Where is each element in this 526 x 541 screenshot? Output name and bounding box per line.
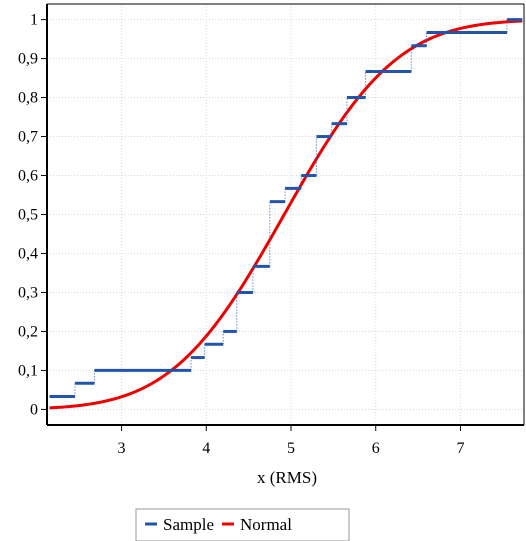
legend-label-sample: Sample (163, 515, 214, 534)
y-tick-label: 0,3 (18, 284, 38, 301)
x-tick-label: 3 (118, 440, 126, 457)
y-tick-label: 0,8 (18, 90, 38, 107)
y-tick-label: 1 (30, 12, 38, 29)
tick-labels: 3 4 5 6 7 0 0,1 0,2 0,3 0,4 0,5 0,6 0,7 0,8 0,9 1 (18, 12, 464, 457)
x-tick-label: 6 (372, 440, 380, 457)
grid-lines (47, 4, 524, 425)
y-tick-label: 0,4 (18, 245, 38, 262)
normal-series (49, 19, 523, 410)
y-tick-label: 0,1 (18, 362, 38, 379)
x-tick-label: 4 (202, 440, 210, 457)
y-tick-label: 0,7 (18, 129, 38, 146)
x-tick-label: 7 (456, 440, 464, 457)
y-tick-label: 0 (30, 401, 38, 418)
legend-label-normal: Normal (240, 515, 292, 534)
y-tick-label: 0,5 (18, 207, 38, 224)
x-tick-label: 5 (287, 440, 295, 457)
y-tick-label: 0,2 (18, 323, 38, 340)
y-tick-label: 0,6 (18, 168, 38, 185)
axes (41, 3, 525, 431)
y-tick-label: 0,9 (18, 51, 38, 68)
sample-series (49, 18, 523, 399)
x-axis-title: x (RMS) (257, 468, 317, 487)
normal-cdf-line (49, 19, 523, 410)
legend: Sample Normal (135, 508, 350, 541)
legend-box (135, 508, 350, 541)
